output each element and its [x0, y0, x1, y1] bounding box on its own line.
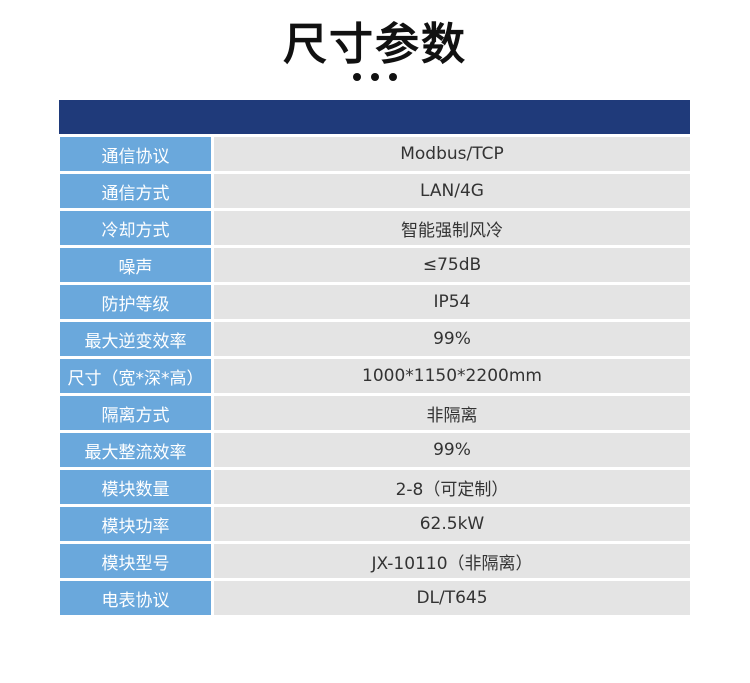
table-row: 噪声 ≤75dB [60, 248, 690, 282]
spec-value: 99% [214, 322, 690, 356]
spec-value: IP54 [214, 285, 690, 319]
table-row: 最大逆变效率 99% [60, 322, 690, 356]
decorative-dots [0, 73, 750, 81]
spec-label: 冷却方式 [60, 211, 211, 245]
spec-label: 噪声 [60, 248, 211, 282]
spec-table: 通信协议 Modbus/TCP 通信方式 LAN/4G 冷却方式 智能强制风冷 噪声 ≤75d… [60, 137, 690, 618]
spec-value: ≤75dB [214, 248, 690, 282]
spec-label: 最大整流效率 [60, 433, 211, 467]
table-row: 通信协议 Modbus/TCP [60, 137, 690, 171]
spec-value: 2-8（可定制） [214, 470, 690, 504]
table-row: 最大整流效率 99% [60, 433, 690, 467]
table-row: 模块功率 62.5kW [60, 507, 690, 541]
table-row: 尺寸（宽*深*高） 1000*1150*2200mm [60, 359, 690, 393]
table-row: 隔离方式 非隔离 [60, 396, 690, 430]
spec-label: 模块型号 [60, 544, 211, 578]
spec-value: 1000*1150*2200mm [214, 359, 690, 393]
dot [389, 73, 397, 81]
spec-value: LAN/4G [214, 174, 690, 208]
spec-label: 模块数量 [60, 470, 211, 504]
spec-value: Modbus/TCP [214, 137, 690, 171]
spec-label: 通信方式 [60, 174, 211, 208]
spec-label: 防护等级 [60, 285, 211, 319]
table-row: 模块型号 JX-10110（非隔离） [60, 544, 690, 578]
table-row: 冷却方式 智能强制风冷 [60, 211, 690, 245]
spec-value: 非隔离 [214, 396, 690, 430]
table-row: 模块数量 2-8（可定制） [60, 470, 690, 504]
spec-label: 隔离方式 [60, 396, 211, 430]
table-row: 通信方式 LAN/4G [60, 174, 690, 208]
spec-value: 99% [214, 433, 690, 467]
page-title: 尺寸参数 [283, 19, 467, 70]
spec-label: 通信协议 [60, 137, 211, 171]
spec-label: 模块功率 [60, 507, 211, 541]
table-row: 电表协议 DL/T645 [60, 581, 690, 615]
table-row: 防护等级 IP54 [60, 285, 690, 319]
table-header [59, 100, 690, 134]
spec-value: 智能强制风冷 [214, 211, 690, 245]
spec-label: 电表协议 [60, 581, 211, 615]
spec-value: 62.5kW [214, 507, 690, 541]
spec-label: 尺寸（宽*深*高） [60, 359, 211, 393]
spec-value: JX-10110（非隔离） [214, 544, 690, 578]
spec-value: DL/T645 [214, 581, 690, 615]
dot [353, 73, 361, 81]
spec-label: 最大逆变效率 [60, 322, 211, 356]
dot [371, 73, 379, 81]
